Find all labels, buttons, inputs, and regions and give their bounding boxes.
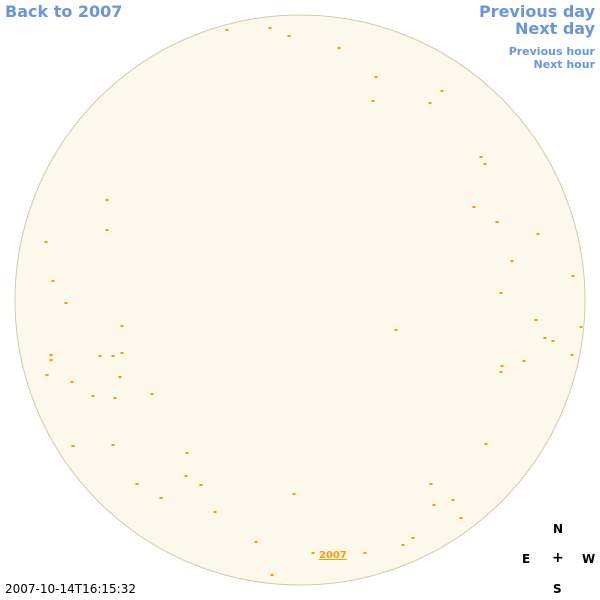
feature-marker[interactable] [510, 260, 514, 262]
feature-marker[interactable] [159, 497, 163, 499]
feature-marker[interactable] [311, 552, 315, 554]
year-link[interactable]: 2007 [319, 550, 347, 561]
feature-marker[interactable] [45, 374, 49, 376]
compass-south: S [553, 582, 562, 596]
feature-marker[interactable] [536, 233, 540, 235]
feature-marker[interactable] [570, 354, 574, 356]
feature-marker[interactable] [225, 29, 229, 31]
feature-marker[interactable] [105, 229, 109, 231]
feature-marker[interactable] [150, 393, 154, 395]
feature-marker[interactable] [44, 241, 48, 243]
feature-marker[interactable] [500, 365, 504, 367]
feature-marker[interactable] [292, 493, 296, 495]
feature-marker[interactable] [270, 574, 274, 576]
next-hour-link[interactable]: Next hour [533, 58, 596, 71]
feature-marker[interactable] [451, 499, 455, 501]
compass-north: N [553, 522, 564, 536]
feature-marker[interactable] [51, 280, 55, 282]
sun-disk-circle [14, 14, 586, 586]
feature-marker[interactable] [483, 163, 487, 165]
compass-west: W [582, 552, 596, 566]
feature-marker[interactable] [495, 221, 499, 223]
feature-marker[interactable] [499, 292, 503, 294]
next-day-link[interactable]: Next day [515, 19, 595, 38]
feature-marker[interactable] [374, 76, 378, 78]
feature-marker[interactable] [522, 360, 526, 362]
feature-marker[interactable] [64, 302, 68, 304]
feature-marker[interactable] [337, 47, 341, 49]
feature-marker[interactable] [571, 275, 575, 277]
feature-marker[interactable] [429, 483, 433, 485]
feature-marker[interactable] [440, 90, 444, 92]
feature-marker[interactable] [543, 337, 547, 339]
feature-marker[interactable] [484, 443, 488, 445]
feature-marker[interactable] [287, 35, 291, 37]
feature-marker[interactable] [185, 452, 189, 454]
feature-marker[interactable] [135, 483, 139, 485]
feature-marker[interactable] [111, 444, 115, 446]
feature-marker[interactable] [268, 27, 272, 29]
compass-east: E [522, 552, 531, 566]
feature-marker[interactable] [199, 484, 203, 486]
feature-marker[interactable] [411, 537, 415, 539]
previous-day-link[interactable]: Previous day [478, 2, 595, 21]
feature-markers[interactable] [44, 27, 583, 576]
feature-marker[interactable] [394, 329, 398, 331]
timestamp: 2007-10-14T16:15:32 [5, 582, 136, 596]
feature-marker[interactable] [432, 504, 436, 506]
feature-marker[interactable] [472, 206, 476, 208]
feature-marker[interactable] [479, 156, 483, 158]
feature-marker[interactable] [254, 541, 258, 543]
feature-marker[interactable] [91, 395, 95, 397]
feature-marker[interactable] [184, 475, 188, 477]
feature-marker[interactable] [499, 371, 503, 373]
feature-marker[interactable] [401, 544, 405, 546]
feature-marker[interactable] [70, 381, 74, 383]
feature-marker[interactable] [120, 325, 124, 327]
feature-marker[interactable] [579, 326, 583, 328]
feature-marker[interactable] [71, 445, 75, 447]
feature-marker[interactable] [534, 319, 538, 321]
compass-center: + [552, 550, 564, 566]
feature-marker[interactable] [371, 100, 375, 102]
feature-marker[interactable] [113, 397, 117, 399]
feature-marker[interactable] [551, 340, 555, 342]
feature-marker[interactable] [428, 102, 432, 104]
feature-marker[interactable] [105, 199, 109, 201]
feature-marker[interactable] [111, 355, 115, 357]
feature-marker[interactable] [98, 355, 102, 357]
feature-marker[interactable] [120, 352, 124, 354]
feature-marker[interactable] [363, 552, 367, 554]
feature-marker[interactable] [49, 354, 53, 356]
feature-marker[interactable] [118, 376, 122, 378]
feature-marker[interactable] [49, 359, 53, 361]
previous-hour-link[interactable]: Previous hour [508, 45, 595, 58]
feature-marker[interactable] [459, 517, 463, 519]
back-to-year-link[interactable]: Back to 2007 [5, 2, 123, 21]
feature-marker[interactable] [213, 511, 217, 513]
